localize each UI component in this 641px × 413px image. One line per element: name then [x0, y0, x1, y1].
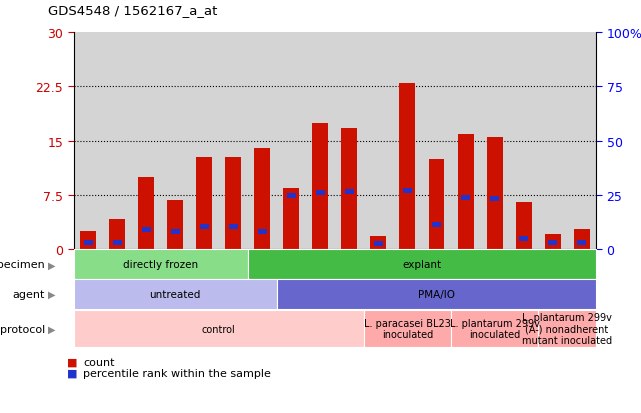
Text: ■: ■ [67, 368, 78, 378]
Text: specimen: specimen [0, 260, 45, 270]
Bar [312, 123, 328, 250]
Bar [254, 149, 271, 250]
Bar [316, 191, 325, 196]
Bar [84, 240, 92, 245]
Text: GDS4548 / 1562167_a_at: GDS4548 / 1562167_a_at [48, 4, 217, 17]
Bar [109, 220, 125, 250]
Bar [490, 197, 499, 202]
Text: ▶: ▶ [48, 290, 56, 299]
Bar [229, 224, 238, 229]
Bar [548, 240, 557, 245]
Text: ■: ■ [67, 357, 78, 367]
Bar [287, 193, 296, 198]
Bar [461, 195, 470, 200]
Bar [196, 157, 212, 250]
Text: agent: agent [12, 290, 45, 299]
Text: L. paracasei BL23
inoculated: L. paracasei BL23 inoculated [364, 318, 451, 339]
Bar [142, 227, 151, 232]
Bar [458, 134, 474, 250]
Bar [403, 188, 412, 193]
Bar [432, 222, 441, 227]
Bar [113, 240, 122, 245]
Bar [487, 138, 503, 250]
Bar [519, 237, 528, 242]
Bar [80, 232, 96, 250]
Text: ▶: ▶ [48, 324, 56, 334]
Bar [342, 128, 358, 250]
Bar [226, 157, 241, 250]
Bar [370, 237, 387, 250]
Text: untreated: untreated [149, 290, 201, 299]
Text: PMA/IO: PMA/IO [418, 290, 455, 299]
Bar [258, 229, 267, 234]
Text: L. plantarum 299v
inoculated: L. plantarum 299v inoculated [449, 318, 540, 339]
Bar [399, 83, 415, 250]
Bar [515, 203, 531, 250]
Bar [167, 201, 183, 250]
Text: explant: explant [403, 260, 442, 270]
Bar [578, 240, 586, 245]
Bar [200, 224, 209, 229]
Bar [171, 229, 179, 234]
Text: L. plantarum 299v
(A-) nonadherent
mutant inoculated: L. plantarum 299v (A-) nonadherent mutan… [522, 312, 612, 345]
Text: percentile rank within the sample: percentile rank within the sample [83, 368, 271, 378]
Text: protocol: protocol [0, 324, 45, 334]
Text: directly frozen: directly frozen [123, 260, 198, 270]
Text: control: control [202, 324, 236, 334]
Bar [429, 159, 444, 250]
Bar [345, 190, 354, 195]
Text: ▶: ▶ [48, 260, 56, 270]
Text: count: count [83, 357, 115, 367]
Bar [574, 230, 590, 250]
Bar [545, 234, 561, 250]
Bar [374, 242, 383, 247]
Bar [283, 188, 299, 250]
Bar [138, 178, 154, 250]
